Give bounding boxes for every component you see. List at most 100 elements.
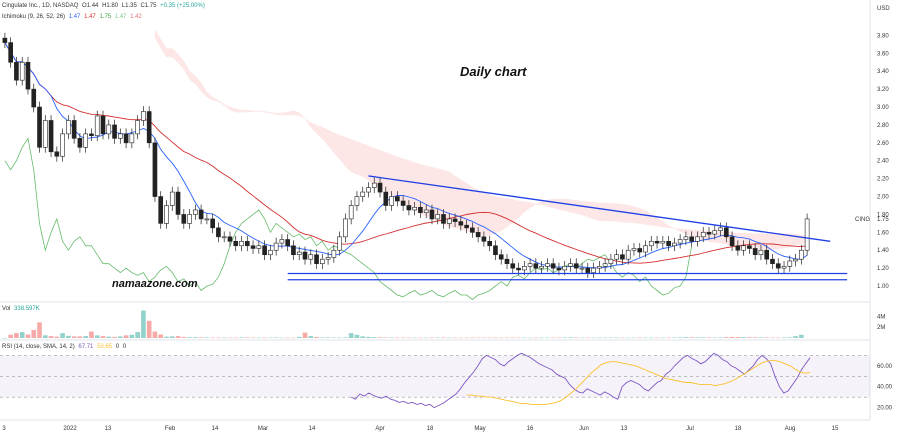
candle-body bbox=[233, 240, 239, 247]
volume-bar bbox=[637, 337, 643, 339]
candle-body bbox=[14, 61, 19, 81]
candle-body bbox=[135, 120, 140, 135]
candle-body bbox=[37, 106, 42, 148]
candle-body bbox=[573, 263, 579, 269]
volume-bar bbox=[591, 337, 596, 339]
ohlc-change: +0.35 (+25.00%) bbox=[160, 3, 205, 9]
volume-bar bbox=[406, 337, 412, 339]
candle-body bbox=[268, 249, 273, 256]
candle-body bbox=[643, 245, 648, 253]
volume-bar bbox=[48, 336, 54, 338]
price-axis-tick: 1.20 bbox=[877, 266, 889, 272]
candle-body bbox=[481, 236, 487, 242]
volume-bar bbox=[648, 337, 654, 339]
volume-bar bbox=[129, 334, 135, 338]
price-axis-tick: 2.60 bbox=[877, 141, 889, 147]
candle-body bbox=[412, 206, 417, 211]
volume-bar bbox=[221, 337, 227, 339]
price-axis-tick: 3.60 bbox=[877, 51, 889, 57]
candle-body bbox=[296, 251, 302, 256]
rsi-sma-line bbox=[466, 360, 811, 405]
volume-bar bbox=[343, 337, 348, 338]
volume-bar bbox=[320, 337, 325, 338]
candle-body bbox=[66, 120, 71, 135]
candle-body bbox=[700, 232, 706, 238]
candle-body bbox=[631, 248, 637, 251]
candle-body bbox=[637, 248, 643, 253]
volume-bar bbox=[354, 334, 360, 338]
volume-bar bbox=[204, 337, 210, 338]
volume-bar bbox=[250, 337, 256, 339]
price-axis-tick: 2.40 bbox=[877, 159, 889, 165]
candle-body bbox=[343, 218, 348, 238]
rsi-axis-tick: 40.00 bbox=[877, 385, 893, 391]
volume-bar bbox=[631, 337, 637, 339]
candle-body bbox=[250, 245, 256, 249]
candle-body bbox=[625, 249, 631, 260]
volume-bar bbox=[239, 337, 244, 338]
candle-body bbox=[129, 133, 135, 144]
ohlc-high: H1.80 bbox=[102, 3, 119, 9]
resistance-trendline bbox=[368, 175, 831, 242]
candle-body bbox=[100, 115, 106, 135]
volume-bar bbox=[25, 334, 31, 338]
volume-axis-tick: 4M bbox=[877, 314, 885, 320]
ohlc-low: L1.35 bbox=[121, 3, 137, 9]
candle-body bbox=[666, 240, 671, 247]
volume-bar bbox=[585, 337, 591, 339]
candle-body bbox=[672, 242, 677, 247]
volume-bar bbox=[799, 334, 804, 338]
volume-bar bbox=[233, 337, 239, 339]
candle-body bbox=[585, 267, 591, 273]
candle-body bbox=[308, 254, 314, 260]
volume-bar bbox=[550, 337, 556, 339]
volume-bar bbox=[216, 337, 221, 339]
volume-bar bbox=[556, 337, 562, 339]
candle-body bbox=[198, 209, 204, 220]
candle-body bbox=[579, 267, 585, 270]
volume-value: 338.597K bbox=[14, 306, 40, 312]
volume-bar bbox=[383, 337, 389, 338]
volume-bar bbox=[366, 336, 371, 338]
volume-bar bbox=[8, 334, 13, 338]
volume-bar bbox=[504, 337, 510, 339]
candle-body bbox=[429, 209, 435, 220]
time-axis-tick: 2022 bbox=[63, 426, 77, 432]
candle-body bbox=[175, 191, 181, 215]
candle-body bbox=[712, 230, 718, 235]
ichimoku-label: Ichimoku (9, 26, 52, 26) bbox=[2, 14, 66, 20]
candle-body bbox=[377, 182, 383, 193]
candle-body bbox=[31, 88, 37, 108]
volume-axis-tick: 2M bbox=[877, 325, 885, 331]
volume-bar bbox=[660, 337, 666, 339]
candle-body bbox=[302, 251, 308, 260]
time-axis-tick: Mar bbox=[258, 426, 268, 432]
candle-body bbox=[279, 239, 285, 244]
candle-body bbox=[54, 151, 60, 157]
volume-bar bbox=[793, 336, 798, 338]
time-axis-tick: 15 bbox=[832, 426, 839, 432]
volume-bar bbox=[614, 337, 619, 339]
candle-body bbox=[348, 205, 354, 220]
volume-bar bbox=[37, 322, 42, 338]
candle-body bbox=[550, 263, 556, 269]
rsi-label: RSI (14, close, SMA, 14, 2) bbox=[2, 344, 75, 350]
volume-bar bbox=[764, 337, 770, 338]
candle-body bbox=[60, 133, 65, 157]
volume-bar bbox=[573, 337, 579, 338]
volume-bar bbox=[273, 337, 279, 338]
volume-bar bbox=[210, 337, 215, 339]
price-axis-tick: 1.75 bbox=[877, 217, 889, 223]
candle-body bbox=[435, 214, 441, 220]
candle-body bbox=[498, 254, 504, 260]
volume-bar bbox=[568, 337, 573, 338]
candle-body bbox=[366, 187, 371, 193]
volume-bar bbox=[106, 336, 112, 338]
volume-bar bbox=[741, 337, 746, 338]
candle-body bbox=[516, 267, 521, 271]
volume-bar bbox=[66, 335, 71, 338]
volume-bar bbox=[706, 337, 712, 338]
candle-body bbox=[400, 200, 406, 206]
volume-bar bbox=[123, 335, 129, 338]
